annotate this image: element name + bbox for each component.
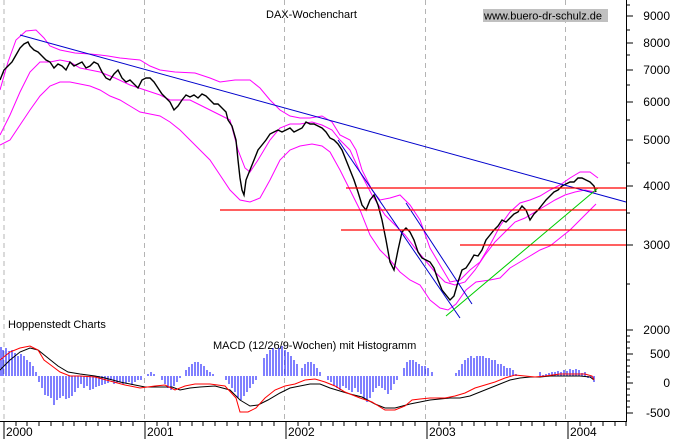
svg-text:3000: 3000 — [643, 238, 670, 252]
svg-text:9000: 9000 — [643, 9, 670, 23]
bollinger-upper — [0, 29, 599, 283]
price-axis-labels: 9000 8000 7000 6000 5000 4000 3000 2000 — [643, 9, 670, 337]
steep-downtrend-line-2 — [405, 202, 473, 305]
support-lines — [220, 187, 626, 246]
price-line — [0, 41, 597, 302]
svg-text:-500: -500 — [646, 406, 670, 420]
x-axis-ticks — [3, 421, 627, 439]
bollinger-lower — [0, 81, 597, 311]
x-axis-labels: 2000 2001 2002 2003 2004 — [6, 425, 597, 439]
svg-text:0: 0 — [663, 376, 670, 390]
uptrend-line — [445, 187, 599, 317]
svg-text:2000: 2000 — [643, 323, 670, 337]
watermark-text: www.buero-dr-schulz.de — [483, 11, 602, 23]
price-bars — [0, 41, 597, 302]
svg-text:2003: 2003 — [429, 425, 456, 439]
watermark-bg — [483, 9, 608, 22]
svg-text:6000: 6000 — [643, 95, 670, 109]
svg-text:5000: 5000 — [643, 133, 670, 147]
macd-axis-ticks — [626, 335, 633, 414]
macd-signal-line — [0, 347, 595, 409]
price-axis-ticks — [626, 4, 633, 331]
svg-text:500: 500 — [650, 347, 670, 361]
macd-axis-labels: 500 0 -500 — [646, 347, 670, 420]
svg-text:2001: 2001 — [147, 425, 174, 439]
macd-title: MACD (12/26/9-Wochen) mit Histogramm — [213, 340, 416, 352]
svg-text:7000: 7000 — [643, 63, 670, 77]
steep-downtrend-line-1 — [337, 139, 461, 319]
svg-text:2004: 2004 — [570, 425, 597, 439]
svg-text:8000: 8000 — [643, 36, 670, 50]
long-downtrend-line — [19, 34, 627, 203]
svg-text:2002: 2002 — [288, 425, 315, 439]
bollinger-middle — [0, 59, 596, 286]
macd-line — [0, 345, 595, 413]
source-label: Hoppenstedt Charts — [8, 319, 106, 331]
svg-text:4000: 4000 — [643, 179, 670, 193]
svg-text:2000: 2000 — [6, 425, 33, 439]
chart-title: DAX-Wochenchart — [266, 9, 357, 21]
